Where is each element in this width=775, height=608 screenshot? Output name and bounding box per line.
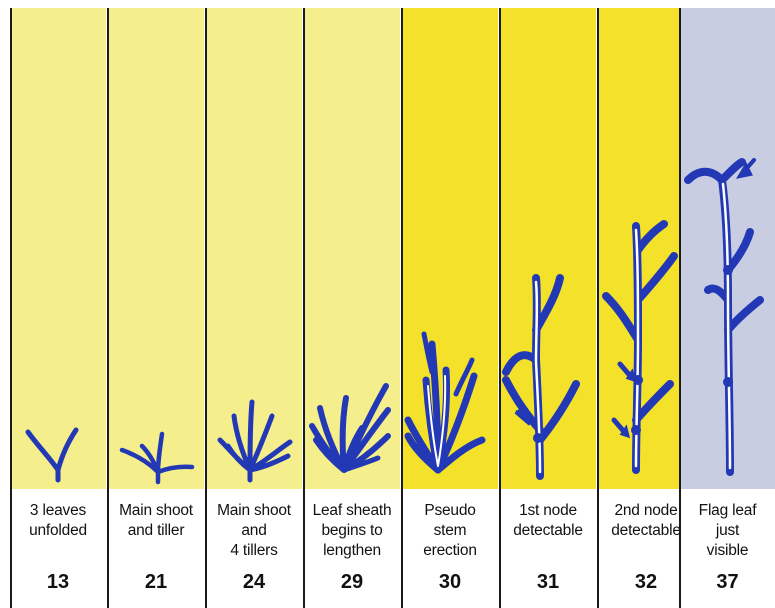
three-leaves-plant-icon — [25, 427, 79, 483]
stage-code: 21 — [144, 571, 168, 593]
stage-column-24: Main shoot and 4 tillers 24 — [206, 0, 302, 608]
stage-code: 32 — [634, 571, 658, 593]
stage-column-30: Pseudo stem erection 30 — [402, 0, 498, 608]
column-divider — [401, 8, 403, 608]
stage-panel — [108, 8, 204, 489]
stage-description: Pseudo stem erection — [423, 502, 477, 559]
stage-label-box: Flag leaf just visible 37 — [680, 489, 775, 608]
stage-column-13: 3 leaves unfolded 13 — [10, 0, 106, 608]
stage-description: Main shoot and tiller — [119, 502, 193, 539]
stage-column-21: Main shoot and tiller 21 — [108, 0, 204, 608]
stage-label-box: Leaf sheath begins to lengthen 29 — [304, 489, 400, 608]
main-shoot-tiller-plant-icon — [119, 431, 195, 485]
stage-description: 1st node detectable — [513, 502, 583, 539]
stage-code: 31 — [536, 571, 560, 593]
stage-code: 37 — [716, 571, 739, 593]
stage-code: 29 — [340, 571, 364, 593]
stage-label-box: 3 leaves unfolded 13 — [10, 489, 106, 608]
stage-panel — [402, 8, 498, 489]
stage-panel — [206, 8, 302, 489]
column-divider — [679, 8, 681, 608]
four-tillers-plant-icon — [217, 399, 293, 483]
stage-description: Flag leaf just visible — [698, 502, 757, 559]
leaf-sheath-plant-icon — [309, 383, 391, 473]
stage-column-31: 1st node detectable 31 — [500, 0, 596, 608]
stage-panel — [500, 8, 596, 489]
column-divider — [499, 8, 501, 608]
column-divider — [10, 8, 12, 608]
stage-panel — [10, 8, 106, 489]
stage-label-box: Main shoot and 4 tillers 24 — [206, 489, 302, 608]
stage-column-37: Flag leaf just visible 37 — [680, 0, 775, 608]
stage-description: 2nd node detectable — [611, 502, 681, 539]
column-divider — [107, 8, 109, 608]
stage-column-29: Leaf sheath begins to lengthen 29 — [304, 0, 400, 608]
flag-leaf-plant-icon — [684, 158, 764, 476]
column-divider — [303, 8, 305, 608]
stage-label-box: 2nd node detectable 32 — [598, 489, 694, 608]
column-divider — [597, 8, 599, 608]
stage-description: 3 leaves unfolded — [29, 502, 87, 539]
pseudo-stem-plant-icon — [404, 331, 486, 474]
second-node-plant-icon — [602, 220, 678, 474]
first-node-plant-icon — [502, 274, 580, 480]
column-divider — [205, 8, 207, 608]
stage-code: 24 — [242, 571, 266, 593]
stage-code: 13 — [46, 571, 70, 593]
stage-description: Main shoot and 4 tillers — [217, 502, 291, 559]
stage-label-box: Main shoot and tiller 21 — [108, 489, 204, 608]
stage-label-box: Pseudo stem erection 30 — [402, 489, 498, 608]
stage-code: 30 — [438, 571, 462, 593]
stage-column-32: 2nd node detectable 32 — [598, 0, 694, 608]
stage-label-box: 1st node detectable 31 — [500, 489, 596, 608]
stage-description: Leaf sheath begins to lengthen — [312, 502, 392, 559]
